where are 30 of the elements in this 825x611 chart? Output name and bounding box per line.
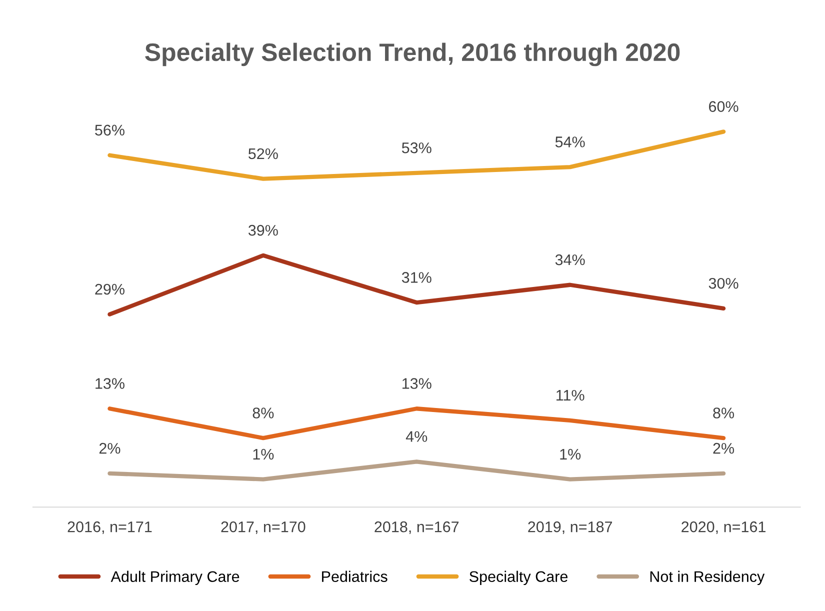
data-label: 13% (402, 378, 432, 389)
data-label: 8% (252, 408, 274, 418)
x-tick-label: 2020, n=161 (682, 521, 766, 534)
data-label: 52% (248, 148, 278, 160)
data-label: 54% (555, 136, 585, 148)
legend-label: Pediatrics (322, 570, 388, 582)
x-tick-label: 2016, n=171 (68, 521, 152, 534)
data-label: 8% (713, 408, 734, 418)
data-label: 11% (556, 390, 584, 401)
data-label: 56% (95, 124, 124, 136)
data-label: 39% (248, 224, 278, 236)
x-tick-label: 2019, n=187 (528, 521, 612, 534)
data-label: 30% (708, 278, 738, 289)
data-label: 53% (402, 142, 432, 154)
x-tick-label: 2018, n=167 (374, 521, 459, 534)
data-label: 4% (406, 431, 428, 442)
legend-label: Specialty Care (470, 570, 568, 586)
data-label: 13% (96, 378, 124, 389)
data-label: 31% (402, 272, 432, 283)
data-label: 60% (709, 101, 738, 112)
legend-label: Adult Primary Care (110, 570, 240, 586)
data-label: 1% (253, 448, 274, 460)
legend-label: Not in Residency (650, 570, 765, 586)
data-label: 2% (713, 442, 734, 454)
data-label: 2% (99, 442, 120, 454)
x-tick-label: 2017, n=170 (221, 521, 306, 534)
data-label: 29% (95, 284, 124, 295)
data-label: 1% (560, 448, 581, 460)
data-label: 34% (555, 254, 585, 266)
chart-title: Specialty Selection Trend, 2016 through 2020 (145, 42, 680, 66)
